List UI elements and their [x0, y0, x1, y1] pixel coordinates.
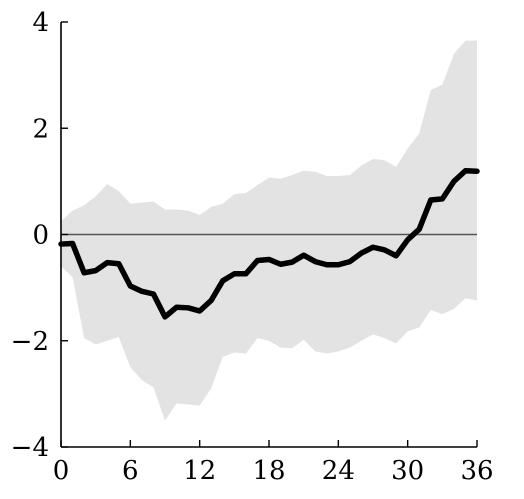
x-axis-ticks: 0 6 12 18 24 30 36 — [53, 440, 494, 486]
x-tick-label: 18 — [252, 456, 285, 486]
x-tick-label: 24 — [322, 456, 355, 486]
x-tick-label: 30 — [391, 456, 424, 486]
x-tick-label: 6 — [122, 456, 139, 486]
y-tick-label: −2 — [11, 327, 49, 357]
confidence-band — [61, 40, 477, 421]
confidence-band-layer — [61, 40, 477, 421]
y-axis-ticks: −4 −2 0 2 4 — [11, 8, 68, 463]
x-tick-label: 0 — [53, 456, 70, 486]
y-tick-label: −4 — [11, 433, 49, 463]
y-tick-label: 0 — [32, 221, 49, 251]
y-tick-label: 4 — [32, 8, 49, 38]
x-tick-label: 36 — [460, 456, 493, 486]
y-tick-label: 2 — [32, 114, 49, 144]
series-line — [58, 168, 480, 320]
series-line-layer — [58, 168, 480, 320]
x-tick-label: 12 — [183, 456, 216, 486]
